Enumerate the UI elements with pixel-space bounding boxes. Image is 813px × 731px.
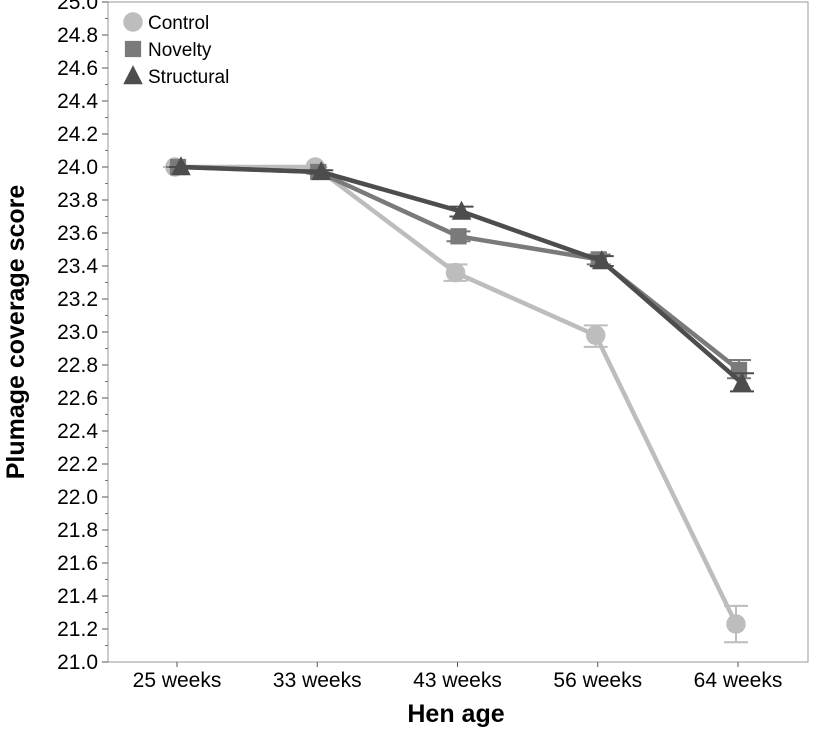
y-tick-label: 22.4 bbox=[57, 420, 98, 443]
legend-item-structural: Structural bbox=[123, 65, 229, 88]
data-point bbox=[732, 372, 752, 392]
data-point bbox=[445, 262, 466, 283]
y-tick-label: 21.8 bbox=[57, 519, 98, 542]
x-tick-label: 43 weeks bbox=[413, 669, 502, 692]
y-tick-label: 22.6 bbox=[57, 387, 98, 410]
legend-marker bbox=[123, 65, 143, 85]
legend-marker bbox=[123, 12, 143, 32]
data-point bbox=[586, 325, 606, 346]
legend-item-novelty: Novelty bbox=[124, 40, 212, 61]
x-tick-label: 64 weeks bbox=[694, 669, 783, 692]
y-tick-label: 21.2 bbox=[57, 618, 98, 641]
y-tick-label: 25.0 bbox=[57, 0, 98, 14]
data-point bbox=[451, 200, 472, 220]
plot-area bbox=[107, 1, 809, 663]
y-axis-label: Plumage coverage score bbox=[2, 185, 30, 480]
x-axis-label: Hen age bbox=[407, 700, 504, 728]
series-structural bbox=[169, 156, 754, 393]
y-axis: 21.0 21.2 21.4 21.6 21.8 22.0 22.2 22.4 22.6 22.8… bbox=[57, 0, 108, 674]
x-tick-label: 25 weeks bbox=[133, 669, 222, 692]
x-axis: 25 weeks 33 weeks 43 weeks 56 weeks 64 weeks bbox=[133, 662, 783, 692]
y-tick-label: 24.8 bbox=[57, 24, 98, 47]
y-tick-label: 21.4 bbox=[57, 585, 98, 608]
data-point bbox=[450, 228, 467, 245]
y-tick-label: 23.0 bbox=[57, 321, 98, 344]
legend-label: Structural bbox=[148, 67, 229, 88]
y-tick-label: 24.6 bbox=[57, 57, 98, 80]
legend-label: Control bbox=[148, 13, 209, 34]
y-tick-label: 23.2 bbox=[57, 288, 98, 311]
y-tick-label: 22.8 bbox=[57, 354, 98, 377]
y-tick-label: 21.0 bbox=[57, 651, 98, 674]
y-tick-label: 24.4 bbox=[57, 90, 98, 113]
y-tick-label: 23.4 bbox=[57, 255, 98, 278]
data-point bbox=[726, 614, 746, 634]
y-tick-label: 21.6 bbox=[57, 552, 98, 575]
y-tick-label: 24.0 bbox=[57, 156, 98, 179]
data-point bbox=[171, 156, 191, 176]
legend: Control Novelty Structural bbox=[123, 12, 229, 88]
y-tick-label: 22.2 bbox=[57, 453, 98, 476]
data-point bbox=[311, 161, 331, 181]
series-layer bbox=[163, 156, 754, 644]
y-tick-label: 23.8 bbox=[57, 189, 98, 212]
y-tick-label: 24.2 bbox=[57, 123, 98, 146]
x-tick-label: 33 weeks bbox=[273, 669, 362, 692]
y-tick-label: 22.0 bbox=[57, 486, 98, 509]
legend-item-control: Control bbox=[123, 12, 209, 34]
data-point bbox=[592, 250, 612, 270]
legend-marker bbox=[124, 40, 142, 58]
y-tick-label: 23.6 bbox=[57, 222, 98, 245]
legend-label: Novelty bbox=[148, 40, 212, 61]
x-tick-label: 56 weeks bbox=[553, 669, 642, 692]
